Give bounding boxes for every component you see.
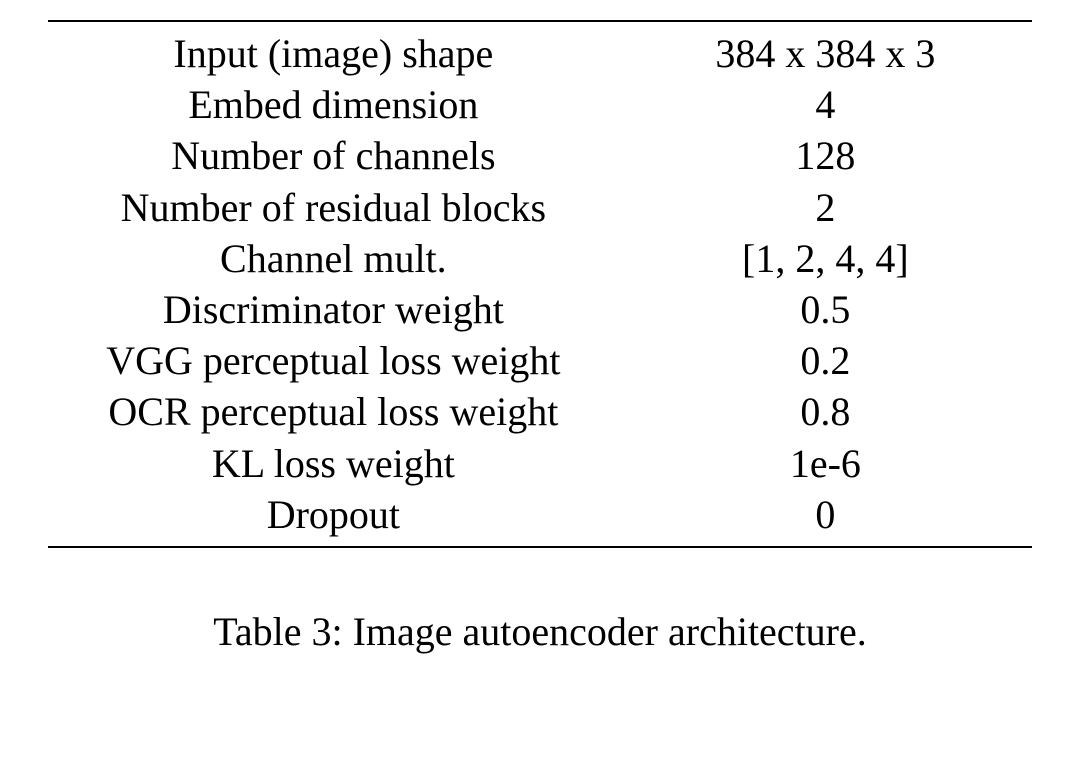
param-value: 0.5 — [619, 284, 1032, 335]
table-row: VGG perceptual loss weight 0.2 — [48, 335, 1032, 386]
table-row: Number of channels 128 — [48, 130, 1032, 181]
param-label: Embed dimension — [48, 79, 619, 130]
table-row: Dropout 0 — [48, 489, 1032, 547]
param-value: [1, 2, 4, 4] — [619, 233, 1032, 284]
param-label: Discriminator weight — [48, 284, 619, 335]
param-value: 384 x 384 x 3 — [619, 21, 1032, 79]
architecture-table: Input (image) shape 384 x 384 x 3 Embed … — [48, 20, 1032, 548]
table-caption: Table 3: Image autoencoder architecture. — [213, 608, 867, 655]
param-label: Dropout — [48, 489, 619, 547]
param-value: 0.2 — [619, 335, 1032, 386]
table-row: OCR perceptual loss weight 0.8 — [48, 386, 1032, 437]
param-value: 2 — [619, 182, 1032, 233]
param-value: 1e-6 — [619, 438, 1032, 489]
table-row: KL loss weight 1e-6 — [48, 438, 1032, 489]
architecture-table-body: Input (image) shape 384 x 384 x 3 Embed … — [48, 21, 1032, 547]
table-row: Embed dimension 4 — [48, 79, 1032, 130]
param-label: VGG perceptual loss weight — [48, 335, 619, 386]
param-value: 0 — [619, 489, 1032, 547]
table-row: Discriminator weight 0.5 — [48, 284, 1032, 335]
table-row: Input (image) shape 384 x 384 x 3 — [48, 21, 1032, 79]
param-value: 128 — [619, 130, 1032, 181]
param-value: 4 — [619, 79, 1032, 130]
param-label: Input (image) shape — [48, 21, 619, 79]
table-row: Channel mult. [1, 2, 4, 4] — [48, 233, 1032, 284]
param-label: Number of channels — [48, 130, 619, 181]
page: Input (image) shape 384 x 384 x 3 Embed … — [0, 0, 1080, 760]
param-label: Channel mult. — [48, 233, 619, 284]
param-label: KL loss weight — [48, 438, 619, 489]
param-value: 0.8 — [619, 386, 1032, 437]
table-row: Number of residual blocks 2 — [48, 182, 1032, 233]
param-label: Number of residual blocks — [48, 182, 619, 233]
param-label: OCR perceptual loss weight — [48, 386, 619, 437]
